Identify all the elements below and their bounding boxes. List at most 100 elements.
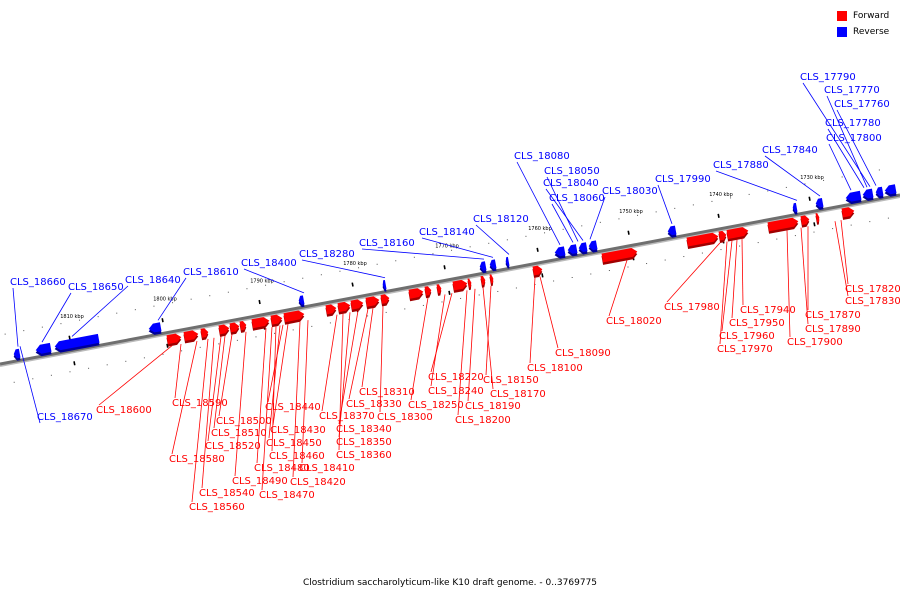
genome-backbone	[0, 193, 900, 366]
gene-label: CLS_17870	[805, 310, 861, 321]
reverse-gene-arrow	[792, 202, 798, 213]
gene-label: CLS_18080	[514, 151, 570, 162]
gene-leader-line	[539, 276, 559, 349]
gene-leader-line	[191, 338, 209, 503]
tick-dot	[618, 218, 620, 220]
gene-label: CLS_18580	[169, 454, 225, 465]
gene-label: CLS_18170	[490, 389, 546, 400]
gene-label: CLS_18160	[359, 238, 415, 249]
tick-dot	[292, 329, 294, 331]
tick-dot	[190, 298, 192, 300]
forward-gene-arrow	[283, 310, 305, 323]
reverse-gene-arrow	[815, 198, 824, 208]
gene-label: CLS_18060	[549, 193, 605, 204]
reverse-gene-arrow	[382, 280, 387, 290]
tick-dot	[608, 270, 610, 272]
gene-label: CLS_18430	[270, 425, 326, 436]
gene-leader-line	[292, 321, 301, 478]
gene-label: CLS_17880	[713, 160, 769, 171]
reverse-gene-arrow	[588, 240, 598, 251]
tick-dot	[97, 316, 99, 318]
forward-gene-arrow	[365, 296, 380, 307]
legend-label-forward: Forward	[853, 10, 890, 21]
map-caption: Clostridium saccharolyticum-like K10 dra…	[302, 578, 598, 588]
tick-dot	[478, 294, 480, 296]
gene-label: CLS_18140	[419, 227, 475, 238]
major-tick-mark	[536, 247, 539, 252]
legend-label-reverse: Reverse	[853, 26, 890, 37]
tick-dot	[13, 381, 15, 383]
tick-dot	[683, 256, 685, 258]
gene-leader-line	[171, 340, 198, 455]
gene-label: CLS_18520	[205, 441, 261, 452]
gene-leader-line	[379, 306, 384, 413]
gene-label: CLS_17980	[664, 302, 720, 313]
forward-gene-arrow	[251, 317, 270, 329]
gene-leader-line	[608, 260, 628, 317]
major-tick-mark	[813, 222, 816, 227]
forward-gene-arrow	[480, 275, 486, 286]
forward-gene-arrow	[726, 227, 749, 239]
gene-leader-line	[657, 184, 673, 224]
tick-dot	[515, 287, 517, 289]
legend-item-forward: Forward	[837, 8, 897, 23]
gene-label: CLS_17820	[845, 284, 900, 295]
tick-dot	[813, 231, 815, 233]
tick-dot	[41, 326, 43, 328]
tick-dot	[711, 200, 713, 202]
gene-leader-line	[361, 307, 374, 388]
gene-leader-line	[272, 323, 289, 426]
gene-label: CLS_18020	[606, 316, 662, 327]
reverse-gene-arrow	[567, 244, 578, 254]
tick-dot	[125, 360, 127, 362]
major-tick-mark	[73, 361, 76, 366]
gene-leader-line	[802, 82, 871, 187]
reverse-gene-arrow	[554, 246, 566, 257]
forward-gene-arrow	[436, 284, 442, 294]
gene-leader-line	[98, 345, 173, 406]
tick-dot	[832, 228, 834, 230]
major-tick-mark	[627, 230, 630, 235]
tick-dot	[50, 374, 52, 376]
gene-leader-line	[218, 334, 233, 417]
forward-gene-arrow	[467, 278, 472, 288]
tick-label: 1800 kbp	[153, 297, 177, 303]
tick-dot	[32, 378, 34, 380]
major-tick-mark	[258, 299, 261, 305]
tick-dot	[143, 357, 145, 359]
tick-dot	[655, 211, 657, 213]
forward-gene-arrow	[166, 333, 182, 345]
tick-dot	[823, 179, 825, 181]
tick-dot	[646, 263, 648, 265]
gene-leader-line	[361, 248, 485, 260]
gene-label: CLS_18590	[172, 398, 228, 409]
reverse-gene-arrow	[148, 322, 162, 333]
gene-label: CLS_18370	[319, 411, 375, 422]
tick-dot	[627, 266, 629, 268]
gene-label: CLS_18340	[336, 424, 392, 435]
gene-label: CLS_18440	[265, 402, 321, 413]
gene-leader-line	[71, 285, 129, 337]
tick-label: 1790 kbp	[250, 278, 274, 284]
gene-leader-line	[348, 308, 369, 400]
tick-dot	[497, 290, 499, 292]
tick-dot	[525, 235, 527, 237]
gene-leader-line	[157, 277, 187, 321]
forward-gene-arrow	[200, 328, 209, 338]
gene-label: CLS_18100	[527, 363, 583, 374]
gene-label: CLS_18450	[266, 438, 322, 449]
gene-label: CLS_17790	[800, 72, 856, 83]
tick-dot	[23, 330, 25, 332]
tick-dot	[422, 304, 424, 306]
gene-leader-line	[201, 337, 215, 489]
gene-leader-line	[840, 220, 849, 285]
gene-leader-line	[741, 238, 744, 306]
gene-leader-line	[267, 324, 284, 403]
gene-label: CLS_17990	[655, 174, 711, 185]
tick-dot	[590, 273, 592, 275]
gene-label: CLS_18040	[543, 178, 599, 189]
gene-leader-line	[731, 239, 738, 319]
tick-dot	[757, 242, 759, 244]
tick-dot	[311, 325, 313, 327]
